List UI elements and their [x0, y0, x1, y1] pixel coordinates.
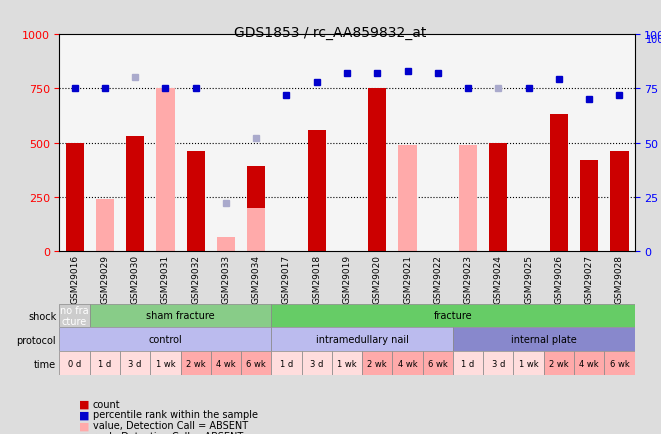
Bar — [217, 238, 235, 252]
FancyBboxPatch shape — [453, 352, 483, 375]
Text: 3 d: 3 d — [128, 359, 142, 368]
Bar — [610, 152, 629, 252]
Text: ■: ■ — [79, 399, 90, 408]
Text: time: time — [34, 359, 56, 368]
Text: ■: ■ — [79, 431, 90, 434]
Bar — [157, 89, 175, 252]
Text: 6 wk: 6 wk — [428, 359, 447, 368]
Text: 1 d: 1 d — [280, 359, 293, 368]
FancyBboxPatch shape — [483, 352, 514, 375]
FancyBboxPatch shape — [422, 352, 453, 375]
Text: GSM29022: GSM29022 — [434, 254, 442, 303]
Text: percentile rank within the sample: percentile rank within the sample — [93, 410, 258, 419]
FancyBboxPatch shape — [150, 352, 180, 375]
Text: shock: shock — [28, 311, 56, 321]
FancyBboxPatch shape — [241, 352, 272, 375]
Bar — [247, 208, 265, 252]
Text: GSM29018: GSM29018 — [312, 254, 321, 303]
FancyBboxPatch shape — [272, 304, 635, 328]
Bar — [489, 143, 508, 252]
FancyBboxPatch shape — [604, 352, 635, 375]
Text: GSM29025: GSM29025 — [524, 254, 533, 303]
Text: fracture: fracture — [434, 311, 472, 321]
Bar — [247, 167, 265, 252]
Text: 1 wk: 1 wk — [337, 359, 357, 368]
FancyBboxPatch shape — [59, 328, 272, 352]
Text: protocol: protocol — [17, 335, 56, 345]
FancyBboxPatch shape — [272, 328, 453, 352]
Text: GSM29030: GSM29030 — [131, 254, 139, 303]
Text: GDS1853 / rc_AA859832_at: GDS1853 / rc_AA859832_at — [234, 26, 427, 40]
Text: count: count — [93, 399, 120, 408]
Text: 100%: 100% — [646, 35, 661, 45]
Text: GSM29034: GSM29034 — [252, 254, 260, 303]
Text: 4 wk: 4 wk — [579, 359, 599, 368]
Text: rank, Detection Call = ABSENT: rank, Detection Call = ABSENT — [93, 431, 243, 434]
Text: control: control — [149, 335, 182, 345]
FancyBboxPatch shape — [393, 352, 422, 375]
Text: GSM29023: GSM29023 — [463, 254, 473, 303]
Text: ■: ■ — [79, 410, 90, 419]
Text: GSM29017: GSM29017 — [282, 254, 291, 303]
FancyBboxPatch shape — [59, 304, 90, 328]
Text: GSM29028: GSM29028 — [615, 254, 624, 303]
FancyBboxPatch shape — [544, 352, 574, 375]
Text: GSM29024: GSM29024 — [494, 254, 503, 303]
Text: no fra
cture: no fra cture — [60, 305, 89, 326]
FancyBboxPatch shape — [211, 352, 241, 375]
Text: 2 wk: 2 wk — [186, 359, 206, 368]
FancyBboxPatch shape — [514, 352, 544, 375]
Bar — [459, 145, 477, 252]
Text: internal plate: internal plate — [511, 335, 576, 345]
Bar — [186, 152, 205, 252]
FancyBboxPatch shape — [362, 352, 393, 375]
Text: 1 wk: 1 wk — [519, 359, 539, 368]
Text: 2 wk: 2 wk — [549, 359, 568, 368]
Text: 3 d: 3 d — [310, 359, 323, 368]
Text: GSM29032: GSM29032 — [191, 254, 200, 303]
Bar — [580, 161, 598, 252]
Text: value, Detection Call = ABSENT: value, Detection Call = ABSENT — [93, 421, 248, 430]
Text: 1 d: 1 d — [98, 359, 112, 368]
Text: GSM29019: GSM29019 — [342, 254, 352, 303]
Bar — [550, 115, 568, 252]
Text: 1 d: 1 d — [461, 359, 475, 368]
FancyBboxPatch shape — [90, 352, 120, 375]
Bar — [399, 145, 416, 252]
Text: intramedullary nail: intramedullary nail — [316, 335, 408, 345]
Bar — [96, 200, 114, 252]
FancyBboxPatch shape — [90, 304, 272, 328]
Text: GSM29027: GSM29027 — [585, 254, 594, 303]
FancyBboxPatch shape — [301, 352, 332, 375]
Bar — [368, 89, 387, 252]
Text: 6 wk: 6 wk — [609, 359, 629, 368]
Text: 2 wk: 2 wk — [368, 359, 387, 368]
FancyBboxPatch shape — [59, 352, 90, 375]
Text: ■: ■ — [79, 421, 90, 430]
FancyBboxPatch shape — [574, 352, 604, 375]
Text: 3 d: 3 d — [492, 359, 505, 368]
Bar — [65, 143, 84, 252]
Text: 1 wk: 1 wk — [155, 359, 175, 368]
Bar — [307, 130, 326, 252]
Bar — [126, 137, 144, 252]
FancyBboxPatch shape — [332, 352, 362, 375]
Text: 0 d: 0 d — [68, 359, 81, 368]
Text: 4 wk: 4 wk — [216, 359, 236, 368]
Text: GSM29026: GSM29026 — [555, 254, 563, 303]
Text: GSM29016: GSM29016 — [70, 254, 79, 303]
Text: GSM29029: GSM29029 — [100, 254, 109, 303]
Text: GSM29033: GSM29033 — [221, 254, 231, 303]
FancyBboxPatch shape — [180, 352, 211, 375]
Text: GSM29031: GSM29031 — [161, 254, 170, 303]
FancyBboxPatch shape — [272, 352, 301, 375]
FancyBboxPatch shape — [453, 328, 635, 352]
Text: GSM29020: GSM29020 — [373, 254, 382, 303]
Text: 4 wk: 4 wk — [398, 359, 417, 368]
FancyBboxPatch shape — [120, 352, 150, 375]
Text: 6 wk: 6 wk — [247, 359, 266, 368]
Text: sham fracture: sham fracture — [146, 311, 215, 321]
Text: GSM29021: GSM29021 — [403, 254, 412, 303]
